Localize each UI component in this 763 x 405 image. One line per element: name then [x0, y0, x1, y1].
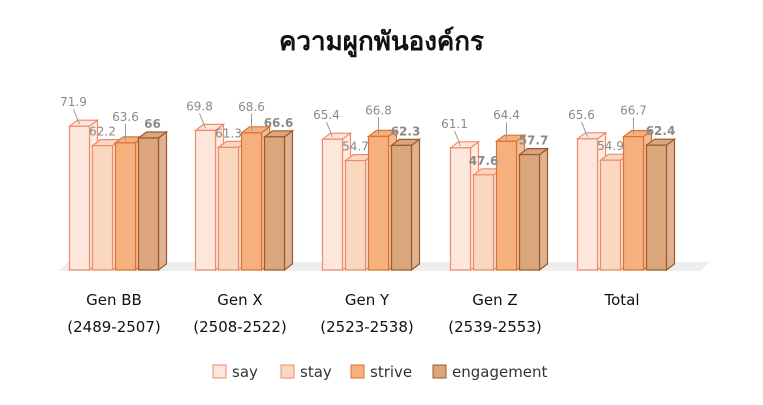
category-label-gen-x: Gen X: [217, 291, 262, 309]
bar-gen-z-engagement: [517, 147, 550, 272]
bar-gen-x-engagement: [262, 129, 295, 272]
legend-item-strive: strive: [350, 363, 412, 381]
category-range-gen-y: (2523-2538): [320, 318, 413, 336]
value-label-gen-y-stay: 54.7: [342, 140, 369, 154]
value-label-gen-y-say: 65.4: [313, 108, 340, 122]
value-label-total-say: 65.6: [568, 108, 595, 122]
legend-label-stay: stay: [300, 363, 332, 381]
value-label-gen-bb-say: 71.9: [60, 95, 87, 109]
category-label-gen-bb: Gen BB: [86, 291, 142, 309]
value-label-gen-z-engagement: 57.7: [519, 134, 549, 148]
legend-item-say: say: [212, 363, 258, 381]
value-label-gen-x-say: 69.8: [186, 99, 213, 113]
bars-layer: [67, 118, 677, 272]
value-label-gen-bb-engagement: 66: [144, 117, 161, 131]
legend-swatch-stay: [280, 364, 295, 379]
value-label-gen-y-engagement: 62.3: [391, 124, 421, 138]
legend-item-stay: stay: [280, 363, 332, 381]
category-label-gen-y: Gen Y: [345, 291, 390, 309]
category-range-gen-bb: (2489-2507): [67, 318, 160, 336]
category-labels-layer: Gen BB (2489-2507) Gen X (2508-2522) Gen Y (2…: [67, 291, 639, 336]
chart-title: ความผูกพันองค์กร: [279, 26, 484, 58]
value-label-gen-bb-strive: 63.6: [112, 110, 139, 124]
value-label-total-strive: 66.7: [620, 104, 647, 118]
legend-label-say: say: [232, 363, 258, 381]
legend-label-engagement: engagement: [452, 363, 548, 381]
bar-gen-bb-engagement: [136, 130, 169, 272]
category-range-gen-x: (2508-2522): [193, 318, 286, 336]
value-label-total-engagement: 62.4: [646, 124, 676, 138]
bar-gen-y-engagement: [389, 138, 422, 272]
value-label-gen-y-strive: 66.8: [365, 103, 392, 117]
legend: say stay strive engagement: [212, 363, 548, 381]
bar-total-engagement: [644, 137, 677, 272]
category-range-gen-z: (2539-2553): [448, 318, 541, 336]
legend-swatch-engagement: [432, 364, 447, 379]
value-labels-layer: 71.9 62.263.6 66 69.861.3 68.6 66.6 65.4 54.7 66…: [60, 95, 675, 168]
value-label-gen-x-strive: 68.6: [238, 100, 265, 114]
category-label-gen-z: Gen Z: [472, 291, 517, 309]
category-label-total: Total: [603, 291, 639, 309]
legend-label-strive: strive: [370, 363, 412, 381]
legend-item-engagement: engagement: [432, 363, 548, 381]
value-label-gen-bb-stay: 62.2: [89, 125, 116, 139]
value-label-gen-x-stay: 61.3: [215, 126, 242, 140]
legend-swatch-say: [212, 364, 227, 379]
value-label-total-stay: 54.9: [597, 139, 624, 153]
value-label-gen-z-say: 61.1: [441, 117, 468, 131]
value-label-gen-z-strive: 64.4: [493, 108, 520, 122]
value-label-gen-z-stay: 47.6: [469, 154, 499, 168]
value-label-gen-x-engagement: 66.6: [264, 116, 294, 130]
legend-swatch-strive: [350, 364, 365, 379]
